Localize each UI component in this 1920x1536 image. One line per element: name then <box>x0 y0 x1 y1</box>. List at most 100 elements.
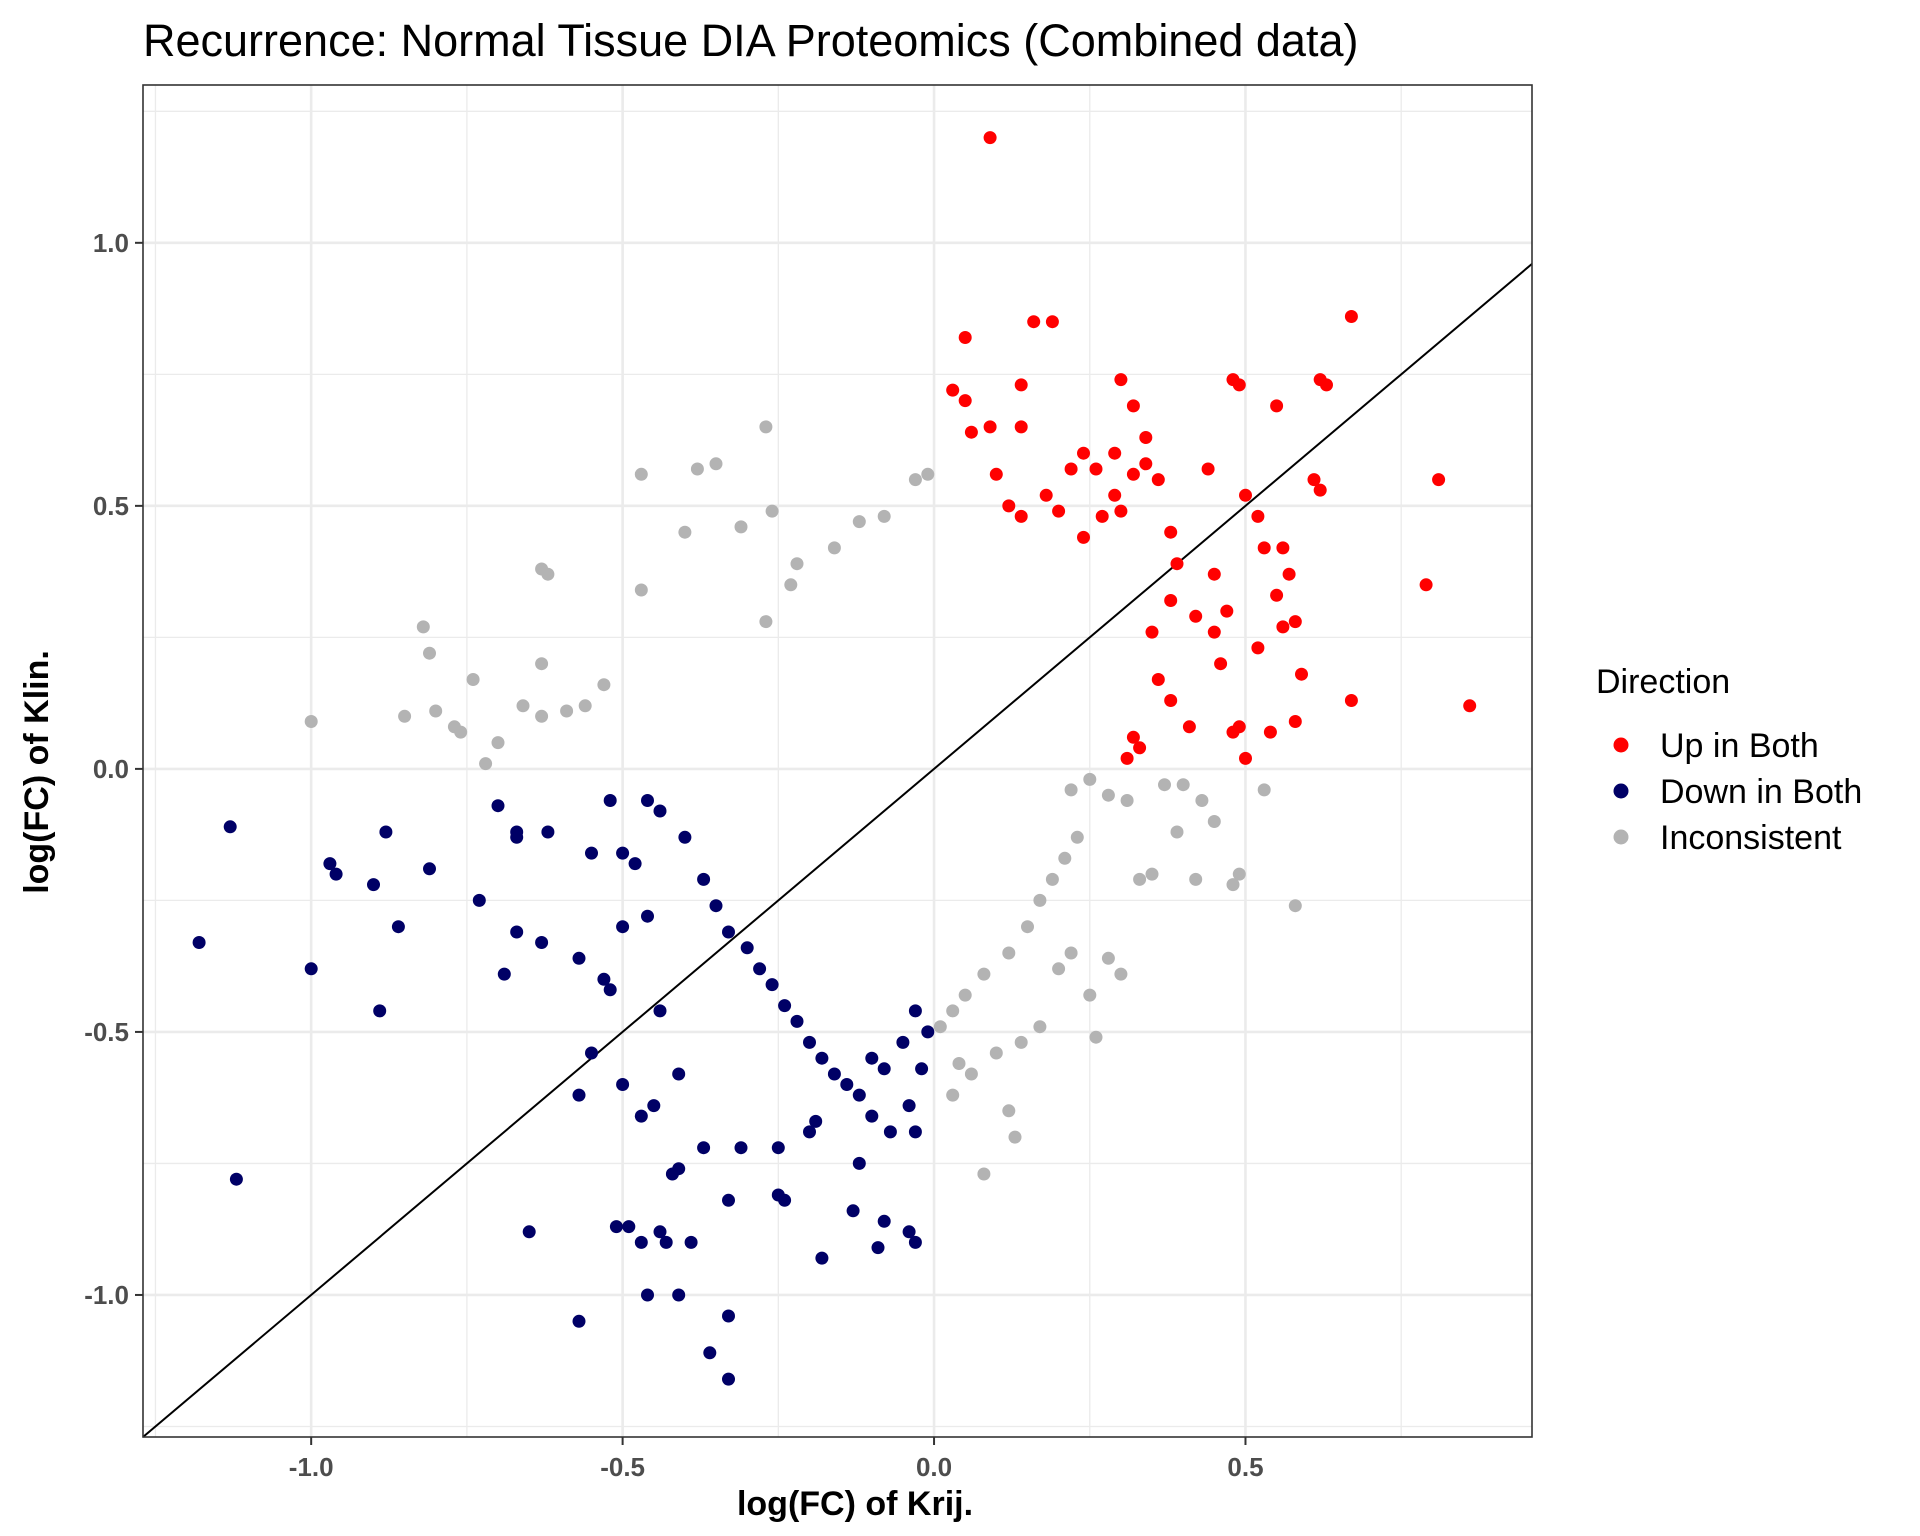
point-up-in-both <box>1251 509 1265 523</box>
point-down-in-both <box>809 1114 823 1128</box>
point-down-in-both <box>641 1288 654 1302</box>
point-up-in-both <box>1214 657 1228 671</box>
point-inconsistent <box>1145 867 1159 881</box>
point-down-in-both <box>771 1141 785 1155</box>
point-inconsistent <box>1008 1130 1022 1144</box>
point-inconsistent <box>1158 778 1171 792</box>
point-down-in-both <box>722 1193 735 1207</box>
point-down-in-both <box>765 978 779 992</box>
point-down-in-both <box>877 1062 891 1076</box>
point-down-in-both <box>902 1225 916 1239</box>
point-inconsistent <box>678 525 692 539</box>
point-up-in-both <box>1039 488 1053 502</box>
point-up-in-both <box>1282 567 1296 581</box>
point-up-in-both <box>1189 609 1203 623</box>
point-up-in-both <box>1295 667 1308 681</box>
point-up-in-both <box>1220 604 1234 618</box>
point-up-in-both <box>1151 473 1165 487</box>
point-inconsistent <box>1226 878 1240 892</box>
point-down-in-both <box>616 846 630 860</box>
point-inconsistent <box>958 988 972 1002</box>
legend-key-down-in-both <box>1613 783 1629 799</box>
point-down-in-both <box>535 936 549 949</box>
point-down-in-both <box>790 1014 804 1028</box>
y-axis-title: log(FC) of Klin. <box>18 650 56 894</box>
point-down-in-both <box>641 909 654 923</box>
point-down-in-both <box>740 941 754 955</box>
y-tick-label: 0.5 <box>93 491 129 521</box>
point-down-in-both <box>510 925 524 939</box>
point-down-in-both <box>846 1204 860 1218</box>
point-up-in-both <box>983 131 997 145</box>
point-down-in-both <box>871 1241 885 1255</box>
y-tick-label: 1.0 <box>93 228 129 258</box>
point-inconsistent <box>1014 1035 1028 1049</box>
point-down-in-both <box>572 1088 586 1102</box>
point-down-in-both <box>852 1156 866 1170</box>
point-down-in-both <box>778 1193 792 1207</box>
point-inconsistent <box>1288 899 1302 913</box>
point-inconsistent <box>709 457 723 471</box>
point-up-in-both <box>1201 462 1215 476</box>
legend-label-inconsistent: Inconsistent <box>1660 819 1842 857</box>
point-up-in-both <box>1232 378 1246 392</box>
point-down-in-both <box>815 1051 829 1065</box>
point-inconsistent <box>964 1067 978 1081</box>
point-down-in-both <box>491 799 505 813</box>
point-up-in-both <box>1126 730 1140 744</box>
plot-panel-border <box>142 84 1533 1438</box>
point-down-in-both <box>659 1235 673 1249</box>
point-inconsistent <box>578 699 592 713</box>
point-up-in-both <box>1207 567 1221 581</box>
point-down-in-both <box>229 1172 243 1186</box>
point-inconsistent <box>1120 794 1134 807</box>
point-inconsistent <box>1114 967 1128 981</box>
point-down-in-both <box>672 1067 686 1081</box>
point-down-in-both <box>641 794 654 807</box>
point-up-in-both <box>1139 431 1153 444</box>
point-down-in-both <box>778 999 792 1013</box>
point-inconsistent <box>1070 830 1084 844</box>
point-inconsistent <box>1021 920 1034 934</box>
point-down-in-both <box>722 1309 735 1323</box>
point-inconsistent <box>1195 794 1209 807</box>
point-down-in-both <box>883 1125 897 1139</box>
point-down-in-both <box>753 962 767 976</box>
point-down-in-both <box>908 1125 922 1139</box>
point-up-in-both <box>1120 751 1134 765</box>
point-inconsistent <box>491 736 505 750</box>
y-tick-label: -1.0 <box>84 1280 129 1310</box>
point-down-in-both <box>603 983 617 997</box>
x-tick-label: 0.0 <box>916 1452 952 1482</box>
point-up-in-both <box>946 383 960 397</box>
point-up-in-both <box>989 467 1003 481</box>
point-down-in-both <box>703 1346 717 1360</box>
point-inconsistent <box>989 1046 1003 1060</box>
point-down-in-both <box>329 867 343 881</box>
legend-title: Direction <box>1596 663 1730 701</box>
point-up-in-both <box>1170 557 1184 571</box>
point-down-in-both <box>697 1141 711 1155</box>
point-up-in-both <box>1344 694 1358 707</box>
x-tick-label: -0.5 <box>600 1452 645 1482</box>
point-inconsistent <box>429 704 443 718</box>
point-up-in-both <box>958 331 972 344</box>
point-inconsistent <box>535 657 549 671</box>
point-inconsistent <box>1083 988 1097 1002</box>
point-up-in-both <box>1207 625 1221 639</box>
chart-title: Recurrence: Normal Tissue DIA Proteomics… <box>143 15 1358 66</box>
point-up-in-both <box>958 394 972 408</box>
point-up-in-both <box>1164 525 1178 539</box>
point-inconsistent <box>734 520 748 534</box>
identity-reference-line <box>142 263 1533 1438</box>
point-up-in-both <box>1139 457 1153 471</box>
point-inconsistent <box>1257 783 1271 797</box>
point-up-in-both <box>1344 310 1358 323</box>
point-up-in-both <box>1270 399 1284 413</box>
point-inconsistent <box>1232 867 1246 881</box>
point-inconsistent <box>784 578 798 592</box>
point-down-in-both <box>497 967 511 981</box>
point-up-in-both <box>1276 541 1290 555</box>
point-down-in-both <box>223 820 237 834</box>
